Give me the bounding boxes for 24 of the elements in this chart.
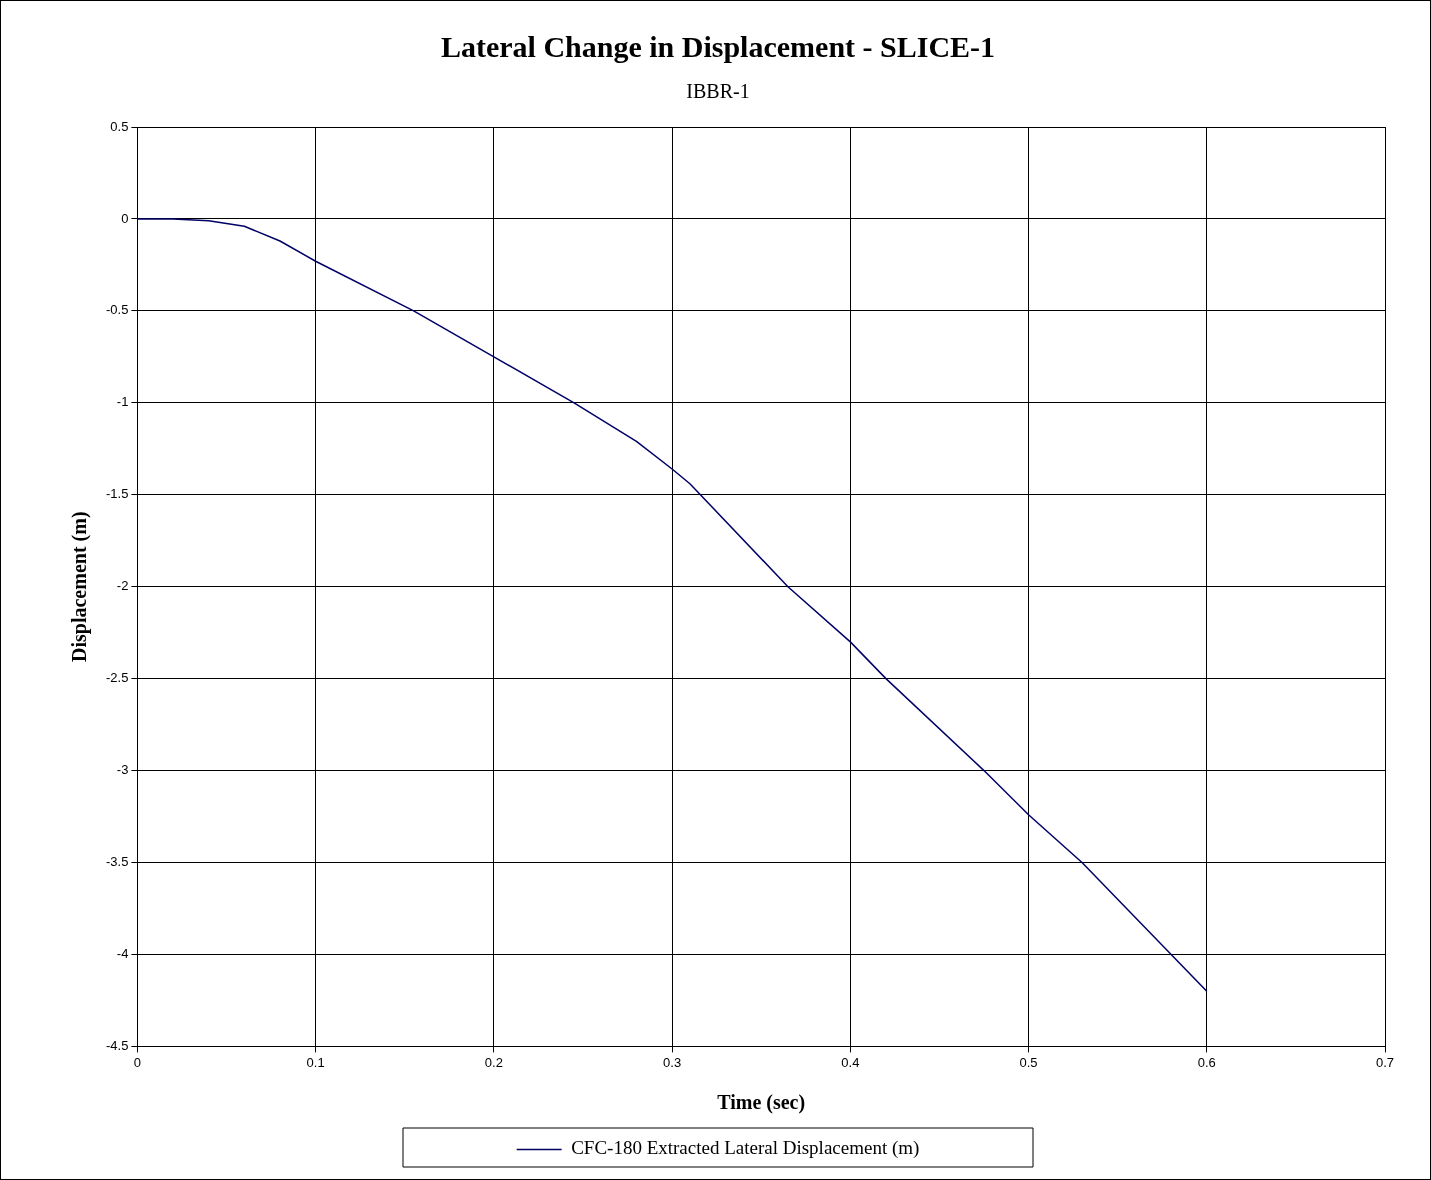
- y-tick-label: 0.5: [110, 118, 129, 134]
- y-tick-label: -4.5: [105, 1037, 129, 1053]
- y-tick-label: -2: [116, 578, 129, 594]
- legend-label: CFC-180 Extracted Lateral Displacement (m): [571, 1137, 920, 1160]
- x-tick-label: 0.6: [1197, 1054, 1216, 1070]
- chart-title: Lateral Change in Displacement - SLICE-1: [440, 29, 996, 63]
- y-tick-label: -3: [116, 762, 129, 778]
- y-tick-label: -0.5: [105, 302, 129, 318]
- x-tick-label: 0.3: [663, 1054, 682, 1070]
- y-tick-label: -1.5: [105, 486, 129, 502]
- x-tick-label: 0: [133, 1054, 142, 1070]
- x-tick-label: 0.7: [1375, 1054, 1395, 1070]
- x-axis-title: Time (sec): [717, 1091, 806, 1115]
- y-tick-label: -4: [116, 946, 129, 962]
- x-tick-label: 0.4: [841, 1054, 860, 1070]
- chart-subtitle: IBBR-1: [686, 80, 750, 103]
- y-axis-title: Displacement (m): [68, 511, 92, 662]
- x-tick-label: 0.2: [484, 1054, 503, 1070]
- x-tick-label: 0.1: [306, 1054, 325, 1070]
- x-tick-label: 0.5: [1019, 1054, 1038, 1070]
- y-tick-label: -2.5: [105, 670, 129, 686]
- y-tick-label: -3.5: [105, 854, 129, 870]
- y-tick-label: 0: [121, 210, 129, 226]
- y-tick-label: -1: [116, 394, 129, 410]
